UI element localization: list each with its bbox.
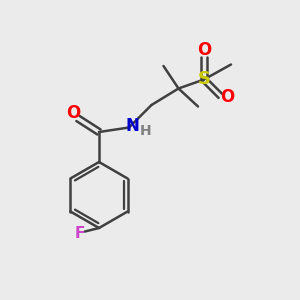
Text: N: N — [126, 117, 140, 135]
Text: O: O — [66, 103, 81, 122]
Text: H: H — [140, 124, 151, 138]
Text: O: O — [197, 41, 211, 59]
Text: F: F — [74, 226, 85, 241]
Text: S: S — [198, 70, 211, 88]
Text: O: O — [220, 88, 234, 106]
